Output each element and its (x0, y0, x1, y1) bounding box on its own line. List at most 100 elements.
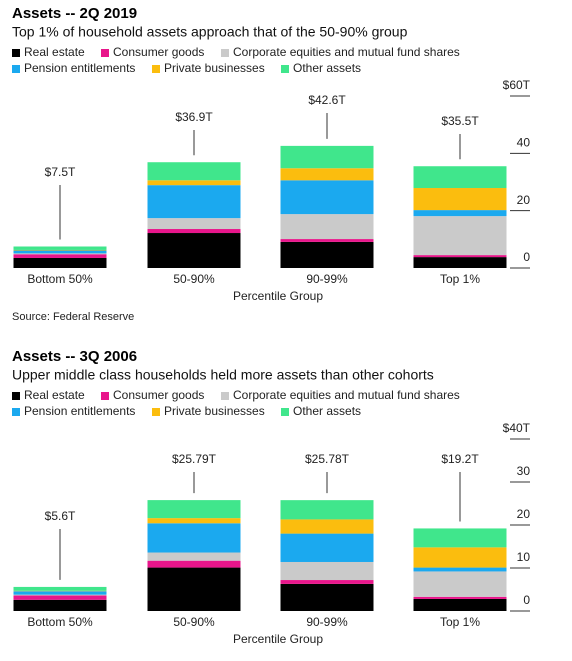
bar-segment (280, 580, 374, 584)
legend-swatch (281, 65, 289, 73)
bar-segment (413, 571, 507, 597)
bar-segment (413, 598, 507, 611)
x-tick-label: 50-90% (173, 272, 215, 286)
chart-title: Assets -- 3Q 2006 (12, 348, 137, 365)
bar-segment (413, 210, 507, 217)
bar-segment (280, 180, 374, 215)
bar-segment (280, 145, 374, 169)
legend-swatch (221, 49, 229, 57)
legend-swatch (12, 65, 20, 73)
bar-segment (147, 518, 241, 524)
bar-segment (147, 229, 241, 234)
chart-subtitle: Top 1% of household assets approach that… (12, 24, 408, 40)
y-tick-label: 40 (517, 136, 531, 150)
bar-segment (413, 257, 507, 268)
x-tick-label: Bottom 50% (27, 272, 93, 286)
legend-label: Corporate equities and mutual fund share… (233, 45, 460, 59)
bar-segment (147, 162, 241, 181)
source-note: Source: Federal Reserve (12, 311, 134, 323)
bar-segment (13, 594, 107, 596)
y-tick-label: 30 (517, 464, 531, 478)
legend-swatch (101, 392, 109, 400)
y-tick-label: 20 (517, 507, 531, 521)
total-label: $35.5T (441, 114, 479, 128)
bar-segment (13, 591, 107, 595)
legend-label: Corporate equities and mutual fund share… (233, 388, 460, 402)
x-tick-label: 90-99% (306, 272, 348, 286)
x-axis-label: Percentile Group (233, 632, 323, 646)
legend-swatch (12, 392, 20, 400)
total-label: $25.78T (305, 452, 350, 466)
bar-segment (280, 583, 374, 611)
bar-segment (413, 547, 507, 568)
bar-segment (280, 214, 374, 240)
bar-segment (413, 567, 507, 572)
bar-segment (413, 255, 507, 258)
bar-segment (13, 249, 107, 251)
bar-segment (413, 216, 507, 256)
total-label: $7.5T (45, 165, 76, 179)
legend-swatch (101, 49, 109, 57)
bar-segment (13, 250, 107, 254)
x-tick-label: Bottom 50% (27, 615, 93, 629)
total-label: $25.79T (172, 452, 217, 466)
chart-subtitle: Upper middle class households held more … (12, 367, 434, 383)
bar-segment (280, 519, 374, 534)
bar-segment (13, 257, 107, 268)
y-tick-label: 10 (517, 550, 531, 564)
legend-label: Pension entitlements (24, 404, 135, 418)
x-axis-label: Percentile Group (233, 289, 323, 303)
bar-segment (280, 239, 374, 242)
bar-segment (147, 185, 241, 219)
legend-label: Consumer goods (113, 388, 204, 402)
x-tick-label: Top 1% (440, 272, 480, 286)
x-tick-label: Top 1% (440, 615, 480, 629)
y-tick-label: 0 (523, 250, 530, 264)
bar-segment (280, 533, 374, 562)
bar-segment (13, 246, 107, 250)
legend-swatch (12, 408, 20, 416)
y-tick-label: $60T (503, 78, 531, 92)
bar-segment (147, 233, 241, 268)
bar-segment (13, 586, 107, 591)
bar-segment (413, 596, 507, 599)
bar-segment (280, 168, 374, 181)
legend-label: Other assets (293, 61, 361, 75)
legend-label: Other assets (293, 404, 361, 418)
legend-label: Private businesses (164, 404, 265, 418)
bar-segment (13, 595, 107, 600)
total-label: $5.6T (45, 509, 76, 523)
bar-segment (147, 500, 241, 519)
x-tick-label: 50-90% (173, 615, 215, 629)
legend-swatch (152, 408, 160, 416)
legend-swatch (152, 65, 160, 73)
x-tick-label: 90-99% (306, 615, 348, 629)
total-label: $36.9T (175, 110, 213, 124)
legend-label: Consumer goods (113, 45, 204, 59)
bar-segment (413, 188, 507, 211)
bar-segment (147, 552, 241, 561)
bar-segment (280, 241, 374, 268)
bar-segment (147, 523, 241, 553)
bar-segment (280, 500, 374, 520)
bar-segment (13, 254, 107, 258)
legend-swatch (281, 408, 289, 416)
bar-segment (147, 560, 241, 568)
bar-segment (147, 567, 241, 611)
legend-label: Pension entitlements (24, 61, 135, 75)
legend-label: Real estate (24, 388, 85, 402)
total-label: $19.2T (441, 452, 479, 466)
legend-label: Real estate (24, 45, 85, 59)
chart-title: Assets -- 2Q 2019 (12, 5, 137, 22)
y-tick-label: $40T (503, 421, 531, 435)
bar-segment (13, 253, 107, 255)
y-tick-label: 20 (517, 193, 531, 207)
bar-segment (280, 561, 374, 581)
total-label: $42.6T (308, 93, 346, 107)
legend-swatch (221, 392, 229, 400)
legend-label: Private businesses (164, 61, 265, 75)
legend-swatch (12, 49, 20, 57)
y-tick-label: 0 (523, 593, 530, 607)
bar-segment (413, 528, 507, 548)
bar-segment (147, 180, 241, 186)
